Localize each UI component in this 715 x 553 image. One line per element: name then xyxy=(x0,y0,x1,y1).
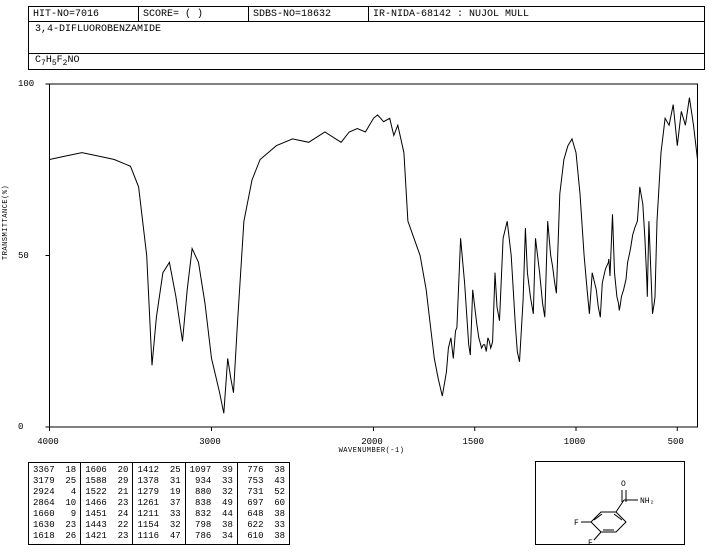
peak-entry: 1421 23 xyxy=(85,531,128,542)
header-block: HIT-NO=7016 SCORE= ( ) SDBS-NO=18632 IR-… xyxy=(28,6,705,70)
molecular-formula: C7H5F2NO xyxy=(35,55,80,68)
sdbs-no-cell: SDBS-NO=18632 xyxy=(249,7,369,21)
peak-entry: 798 38 xyxy=(190,520,233,531)
peak-entry: 1618 26 xyxy=(33,531,76,542)
peak-entry: 731 52 xyxy=(242,487,285,498)
peak-table: 3367 183179 252924 42864 101660 91630 23… xyxy=(28,462,290,545)
x-tick-label: 2000 xyxy=(361,437,383,447)
peak-column: 1412 251378 311279 191261 371211 331154 … xyxy=(133,463,185,544)
y-tick-label: 0 xyxy=(18,422,23,432)
peak-column: 1606 201588 291522 211466 231451 241443 … xyxy=(81,463,133,544)
spectrum-svg xyxy=(40,80,703,455)
x-tick-label: 500 xyxy=(668,437,684,447)
peak-entry: 838 49 xyxy=(190,498,233,509)
peak-entry: 622 33 xyxy=(242,520,285,531)
peak-column: 1097 39 934 33 880 32 838 49 832 44 798 … xyxy=(186,463,238,544)
formula-row: C7H5F2NO xyxy=(28,54,705,70)
peak-column: 3367 183179 252924 42864 101660 91630 23… xyxy=(29,463,81,544)
peak-entry: 1443 22 xyxy=(85,520,128,531)
x-tick-label: 3000 xyxy=(199,437,221,447)
x-tick-label: 1500 xyxy=(462,437,484,447)
compound-name-row: 3,4-DIFLUOROBENZAMIDE xyxy=(28,22,705,54)
peak-entry: 776 38 xyxy=(242,465,285,476)
peak-entry: 753 43 xyxy=(242,476,285,487)
fluorine-label-1: F xyxy=(588,539,593,546)
oxygen-label: O xyxy=(621,480,626,489)
peak-entry: 934 33 xyxy=(190,476,233,487)
peak-entry: 1606 20 xyxy=(85,465,128,476)
peak-entry: 1116 47 xyxy=(137,531,180,542)
x-axis-label: WAVENUMBER(-1) xyxy=(339,447,405,455)
spectrum-plot: WAVENUMBER(-1) 0501004000300020001500100… xyxy=(40,80,703,455)
peak-entry: 1261 37 xyxy=(137,498,180,509)
peak-entry: 1378 31 xyxy=(137,476,180,487)
peak-entry: 1279 19 xyxy=(137,487,180,498)
fluorine-label-2: F xyxy=(574,519,579,528)
peak-entry: 786 34 xyxy=(190,531,233,542)
y-tick-label: 100 xyxy=(18,79,34,89)
molecular-structure: O NH₂ F F xyxy=(535,461,685,545)
structure-svg: O NH₂ F F xyxy=(536,462,686,546)
peak-entry: 832 44 xyxy=(190,509,233,520)
peak-entry: 1660 9 xyxy=(33,509,76,520)
peak-entry: 1630 23 xyxy=(33,520,76,531)
peak-entry: 3179 25 xyxy=(33,476,76,487)
peak-column: 776 38 753 43 731 52 697 60 648 38 622 3… xyxy=(238,463,289,544)
peak-entry: 1412 25 xyxy=(137,465,180,476)
peak-entry: 2924 4 xyxy=(33,487,76,498)
y-tick-label: 50 xyxy=(18,251,29,261)
ir-info-cell: IR-NIDA-68142 : NUJOL MULL xyxy=(369,7,704,21)
peak-entry: 2864 10 xyxy=(33,498,76,509)
x-tick-label: 1000 xyxy=(564,437,586,447)
x-tick-label: 4000 xyxy=(37,437,59,447)
peak-entry: 697 60 xyxy=(242,498,285,509)
peak-entry: 1451 24 xyxy=(85,509,128,520)
peak-entry: 1211 33 xyxy=(137,509,180,520)
y-axis-label: TRANSMITTANCE(%) xyxy=(2,185,10,260)
score-cell: SCORE= ( ) xyxy=(139,7,249,21)
peak-entry: 1466 23 xyxy=(85,498,128,509)
peak-entry: 1522 21 xyxy=(85,487,128,498)
peak-entry: 1154 32 xyxy=(137,520,180,531)
compound-name: 3,4-DIFLUOROBENZAMIDE xyxy=(35,24,161,35)
peak-entry: 1588 29 xyxy=(85,476,128,487)
peak-entry: 648 38 xyxy=(242,509,285,520)
header-row-1: HIT-NO=7016 SCORE= ( ) SDBS-NO=18632 IR-… xyxy=(28,6,705,22)
hit-no-cell: HIT-NO=7016 xyxy=(29,7,139,21)
amide-label: NH₂ xyxy=(640,497,654,506)
peak-entry: 3367 18 xyxy=(33,465,76,476)
peak-entry: 610 38 xyxy=(242,531,285,542)
peak-entry: 1097 39 xyxy=(190,465,233,476)
peak-entry: 880 32 xyxy=(190,487,233,498)
